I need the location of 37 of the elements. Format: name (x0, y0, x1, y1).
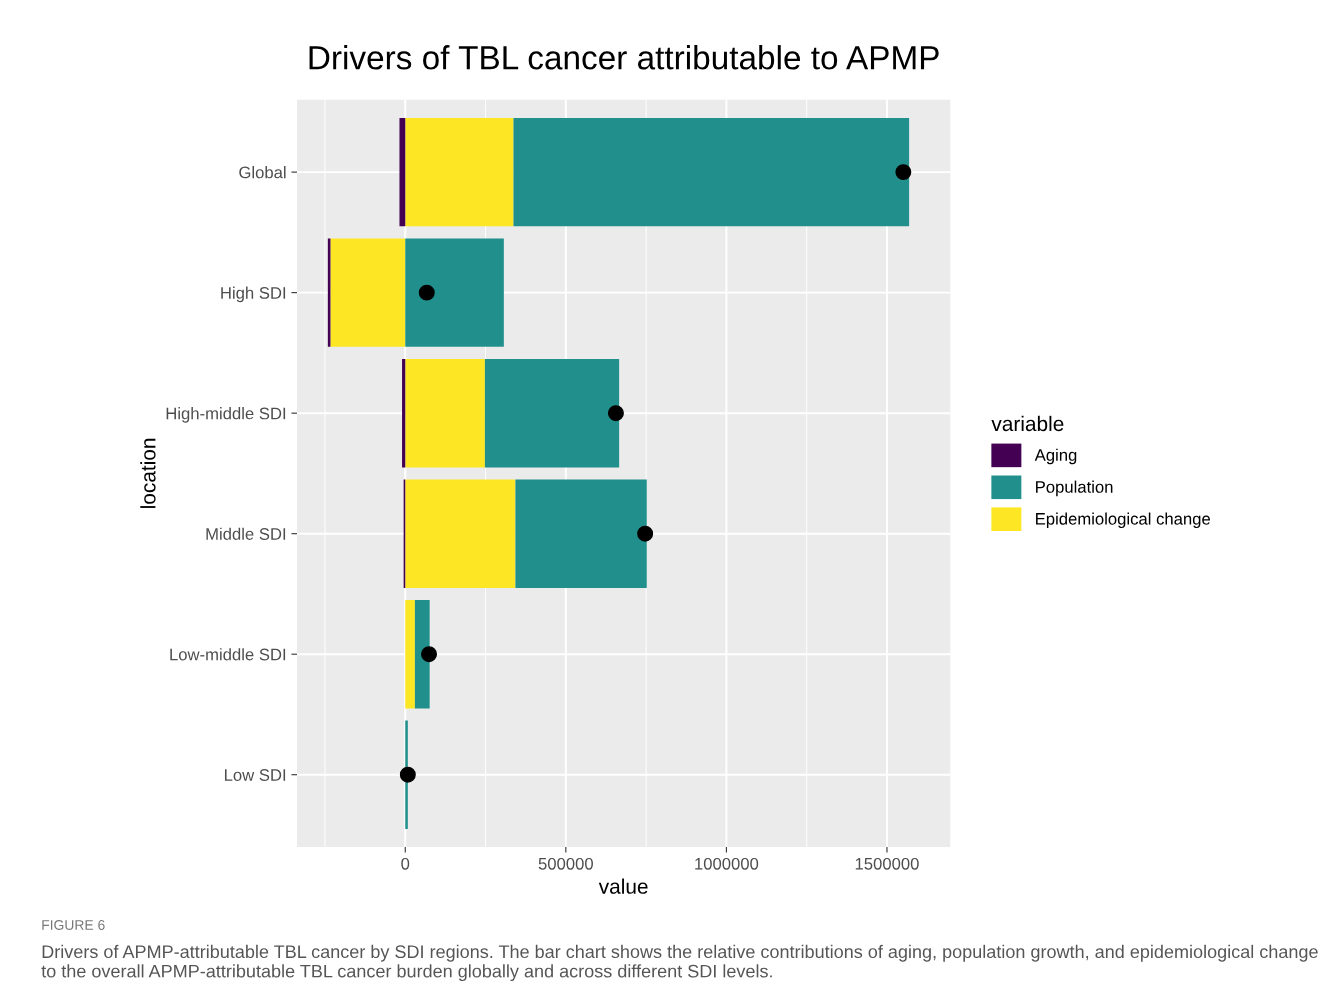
bar (405, 238, 504, 347)
point (399, 766, 416, 783)
bar (402, 358, 406, 468)
text: Drivers of APMP-attributable TBL cancer by SDI regions. The bar chart shows the relative contributions of aging, population growth, and epidemiological change to the overall APMP-attributable TBL cancer burden globally and across different SDI levels. (41, 944, 1318, 982)
bar (515, 479, 647, 588)
point (418, 284, 435, 301)
x-tick-label: 500000 (538, 857, 593, 870)
bar (399, 117, 406, 227)
y-tick-label: Low SDI (225, 769, 286, 781)
bar (405, 479, 516, 588)
x-tick-label: 0 (401, 857, 410, 870)
y-tick-label: Middle SDI (206, 527, 286, 540)
y-tick-label: Global (239, 166, 286, 179)
y-axis-title: location (140, 438, 156, 508)
point (607, 405, 624, 422)
point (421, 646, 437, 663)
x-axis-title: value (598, 878, 648, 894)
x-tick-label: 1500000 (855, 857, 919, 870)
bar (414, 599, 430, 709)
bar (513, 117, 910, 227)
legend-label: Aging (1034, 448, 1077, 465)
y-tick-label: High-middle SDI (166, 407, 286, 423)
point (895, 164, 912, 181)
y-tick-label: High SDI (221, 286, 286, 303)
bar (484, 358, 620, 468)
legend-label: Population (1036, 480, 1113, 497)
legend-label: Epidemiological change (1036, 512, 1210, 529)
bar (405, 358, 485, 468)
x-tick-label: 1000000 (695, 857, 759, 870)
bar (330, 238, 406, 347)
caption: FIGURE 6 (42, 920, 105, 930)
point (637, 525, 654, 542)
bar (405, 117, 514, 227)
chart-title: Drivers of TBL cancer attributable to APMP (309, 45, 939, 70)
bar (405, 599, 415, 709)
legend-title: variable (991, 415, 1064, 432)
y-tick-label: Low-middle SDI (170, 648, 286, 661)
